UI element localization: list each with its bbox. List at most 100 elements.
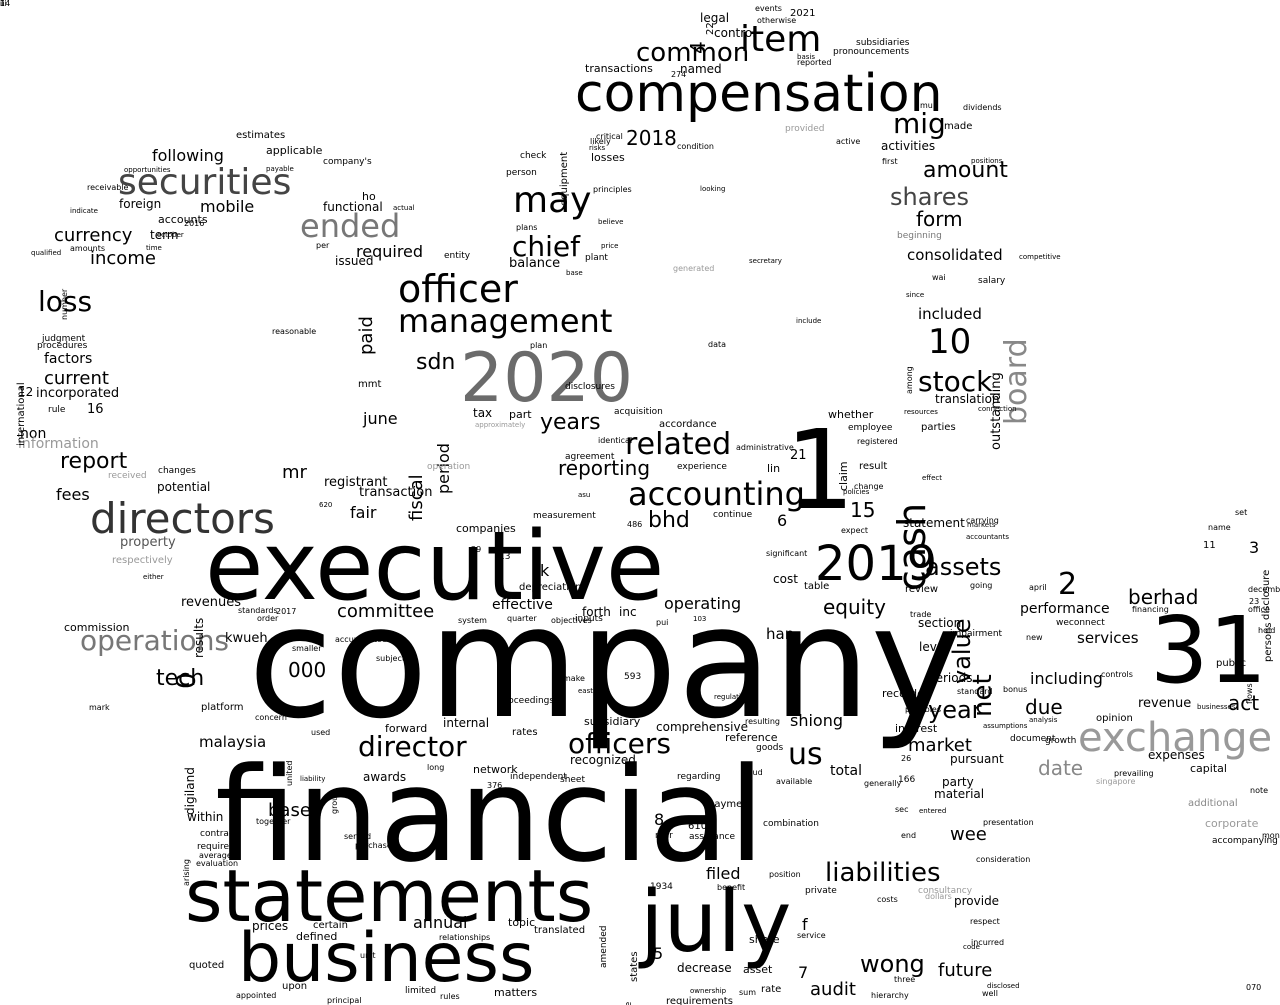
word-74: effective (492, 597, 553, 613)
word-272: indicate (70, 207, 98, 215)
word-30: shares (890, 183, 970, 211)
word-289: subsidiaries (856, 38, 910, 48)
word-8: 31 (1150, 597, 1268, 704)
word-41: years (540, 410, 601, 435)
word-353: benefit (717, 883, 746, 892)
word-121: transactions (585, 62, 653, 75)
word-231: set (1235, 508, 1248, 517)
word-259: average (199, 851, 232, 860)
word-155: recognized (570, 753, 636, 767)
word-324: objectives (551, 616, 592, 625)
word-331: regulation (714, 693, 750, 701)
word-24: liabilities (825, 858, 941, 888)
word-381: 620 (319, 501, 333, 509)
word-236: sum (739, 988, 757, 997)
word-88: 15 (850, 498, 876, 522)
word-71: fees (56, 485, 90, 504)
word-126: made (944, 121, 973, 132)
word-315: claim (837, 461, 850, 491)
word-307: registered (857, 437, 898, 446)
word-122: named (680, 62, 722, 76)
word-173: matters (494, 986, 538, 999)
word-271: opportunities (124, 166, 171, 174)
word-55: current (44, 368, 109, 389)
word-361: amended (599, 925, 609, 968)
word-50: tech (156, 666, 205, 691)
word-125: activities (881, 139, 936, 153)
word-349: disclosed (987, 982, 1020, 990)
word-84: performance (1020, 601, 1110, 617)
word-264: accumulated (335, 635, 387, 644)
word-112: part (509, 408, 532, 421)
word-17: may (513, 180, 592, 221)
word-235: december (1248, 585, 1280, 594)
word-85: services (1077, 629, 1139, 647)
word-170: upon (282, 981, 308, 992)
word-333: goods (756, 743, 784, 753)
word-156: reference (725, 731, 778, 744)
word-378: 376 (487, 781, 503, 790)
word-95: 4 (686, 41, 710, 54)
word-232: name (1208, 523, 1231, 532)
word-149: provide (954, 894, 1000, 908)
word-303: secretary (749, 257, 782, 265)
word-283: critical (596, 132, 623, 141)
word-142: recorded (882, 687, 931, 700)
word-354: position (769, 870, 801, 879)
word-372: approximately (475, 421, 526, 429)
word-11: officer (398, 267, 518, 311)
word-280: price (601, 242, 619, 250)
word-72: fair (350, 503, 377, 522)
word-34: us (788, 737, 823, 772)
word-363: principal (327, 996, 362, 1005)
word-340: going (970, 581, 993, 590)
word-334: cloud (741, 768, 763, 777)
word-56: currency (54, 225, 133, 246)
word-89: 6 (777, 511, 788, 530)
word-179: cost (773, 572, 798, 586)
word-49: act (1228, 691, 1260, 715)
word-159: awards (363, 770, 407, 784)
word-290: reported (797, 58, 832, 67)
word-152: inc (619, 605, 637, 619)
word-305: resources (904, 408, 938, 416)
word-326: system (458, 616, 487, 625)
word-97: 8 (654, 810, 665, 829)
word-10: directors (90, 494, 275, 543)
word-192: assurance (689, 832, 736, 842)
word-77: based (268, 800, 323, 821)
word-184: weconnect (1056, 618, 1105, 628)
word-83: annual (413, 913, 468, 932)
word-366: accompanying (1212, 836, 1278, 846)
word-356: service (797, 931, 826, 940)
word-371: reasonable (272, 327, 317, 336)
word-204: ho (362, 190, 376, 203)
word-117: foreign (119, 197, 162, 211)
word-174: limited (405, 986, 437, 996)
word-120: applicable (266, 144, 323, 157)
word-380: 486 (627, 520, 643, 529)
word-391: ii (0, 0, 5, 8)
word-141: interest (895, 722, 938, 735)
word-214: office (1248, 605, 1270, 614)
word-161: rates (512, 727, 538, 738)
word-140: review (905, 584, 939, 595)
word-299: among (905, 366, 914, 394)
word-139: periods (928, 671, 973, 685)
word-384: 274 (671, 70, 687, 79)
word-240: well (982, 989, 998, 998)
word-157: internal (443, 716, 490, 730)
word-245: myr (655, 831, 673, 841)
word-368: prevailing (1114, 769, 1154, 778)
word-216: growth (1045, 736, 1077, 746)
word-28: loss (38, 285, 93, 318)
word-181: lin (767, 462, 781, 475)
word-319: agreement (565, 452, 615, 462)
word-215: new (1026, 633, 1043, 642)
word-251: used (311, 728, 331, 737)
word-284: condition (677, 142, 714, 151)
word-286: believe (598, 218, 624, 226)
word-148: capital (1190, 762, 1227, 775)
word-388: 29 (471, 545, 482, 554)
word-279: base (566, 269, 583, 277)
